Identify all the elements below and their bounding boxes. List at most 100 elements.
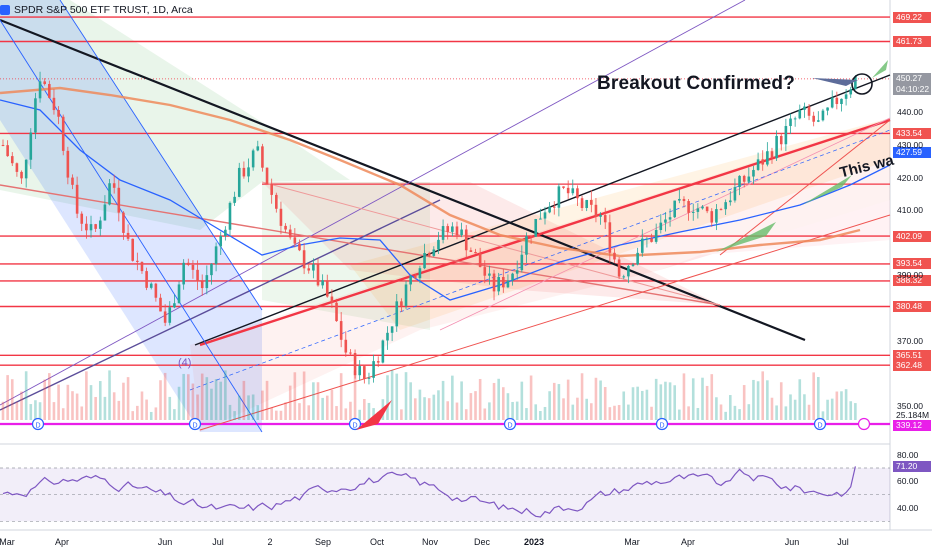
- candle-body: [247, 167, 250, 177]
- pink-lower-line: [199, 214, 891, 431]
- price-tag-8: 388.32: [893, 275, 931, 287]
- candle-body: [353, 352, 357, 376]
- red-arrow-icon: [356, 400, 392, 430]
- candle-body: [349, 352, 352, 354]
- volume-bar: [798, 379, 802, 420]
- volume-bar: [1, 401, 5, 420]
- price-tag-5: 427.59: [893, 147, 931, 159]
- candle-body: [136, 260, 139, 262]
- volume-bar: [270, 407, 273, 420]
- volume-bar: [770, 397, 774, 420]
- volume-bar: [789, 394, 792, 420]
- volume-bar: [339, 373, 343, 420]
- candle-body: [664, 219, 667, 223]
- candle-body: [108, 183, 111, 205]
- volume-bar: [854, 403, 857, 420]
- volume-bar: [177, 386, 181, 420]
- volume-bar: [200, 373, 204, 420]
- price-tag-11: 362.48: [893, 359, 931, 371]
- volume-bar: [821, 411, 825, 420]
- candle-body: [483, 267, 487, 276]
- volume-bar: [349, 401, 352, 420]
- dividend-marker-label: D: [817, 423, 822, 430]
- time-tick-label: Sep: [314, 537, 332, 547]
- volume-bar: [298, 403, 301, 420]
- volume-bar: [404, 372, 408, 420]
- volume-bar: [251, 394, 255, 420]
- purple-lower-line: [0, 199, 441, 411]
- candle-body: [10, 156, 14, 164]
- volume-bar: [136, 405, 139, 420]
- candle-body: [325, 280, 329, 297]
- candle-body: [261, 146, 264, 168]
- volume-bar: [358, 409, 361, 420]
- volume-bar: [478, 378, 482, 420]
- price-tag-10: 365.51: [893, 349, 931, 361]
- candle-body: [112, 183, 116, 188]
- volume-bar: [265, 380, 269, 420]
- volume-bar: [590, 403, 593, 420]
- candle-body: [34, 98, 37, 133]
- volume-bar: [52, 402, 56, 420]
- candle-body: [395, 301, 399, 327]
- candle-body: [196, 269, 199, 282]
- volume-bar: [413, 398, 417, 420]
- volume-bar: [608, 407, 612, 420]
- candle-body: [654, 229, 658, 242]
- volume-bar: [557, 384, 561, 420]
- volume-bar: [48, 373, 51, 420]
- volume-bar: [427, 398, 431, 420]
- candle-body: [631, 264, 635, 266]
- volume-bar: [61, 408, 65, 420]
- candle-body: [80, 213, 84, 224]
- volume-bar: [423, 397, 426, 420]
- dividend-marker-3: [503, 417, 517, 431]
- candle-body: [413, 275, 417, 279]
- candle-body: [6, 145, 9, 157]
- volume-bar: [803, 394, 806, 420]
- volume-bar: [460, 381, 463, 420]
- candle-body: [117, 187, 121, 213]
- rsi-line: [2, 466, 856, 518]
- candle-body: [75, 184, 79, 214]
- candle-body: [775, 135, 778, 159]
- time-tick-label: Nov: [421, 537, 439, 547]
- volume-bar: [775, 405, 778, 420]
- candle-body: [464, 229, 468, 251]
- up-arrow-icon-2: [802, 175, 852, 205]
- volume-bar: [400, 409, 403, 420]
- candle-body: [478, 253, 482, 268]
- volume-bar: [168, 396, 172, 420]
- candle-body: [302, 250, 306, 269]
- time-tick-label: Mar: [624, 537, 640, 547]
- price-tag-0: 469.22: [893, 11, 931, 23]
- candle-body: [140, 261, 144, 272]
- volume-bar: [817, 377, 820, 420]
- candle-body: [451, 226, 454, 232]
- price-tag-9: 380.48: [893, 300, 931, 312]
- candle-body: [678, 198, 681, 201]
- candle-body: [52, 97, 56, 111]
- volume-bar: [437, 390, 440, 420]
- dividend-marker-0: [31, 417, 45, 431]
- candle-body: [186, 262, 190, 265]
- price-tag-2: 450.27: [893, 73, 931, 85]
- dashed-channel-midline: [189, 129, 891, 391]
- candle-body: [390, 326, 394, 333]
- candle-body: [24, 159, 28, 179]
- candle-body: [566, 187, 570, 194]
- price-tick-label: 440.00: [897, 107, 923, 118]
- candle-body: [469, 250, 473, 252]
- volume-bar: [10, 379, 14, 420]
- candle-body: [15, 163, 19, 172]
- volume-bar: [154, 407, 158, 420]
- price-tag-4: 433.54: [893, 127, 931, 139]
- volume-bar: [849, 401, 853, 420]
- volume-bar: [186, 374, 190, 420]
- volume-bar: [673, 385, 677, 420]
- candle-body: [339, 321, 343, 340]
- candle-body: [376, 361, 380, 363]
- volume-bar: [94, 396, 97, 420]
- candle-body: [279, 208, 283, 226]
